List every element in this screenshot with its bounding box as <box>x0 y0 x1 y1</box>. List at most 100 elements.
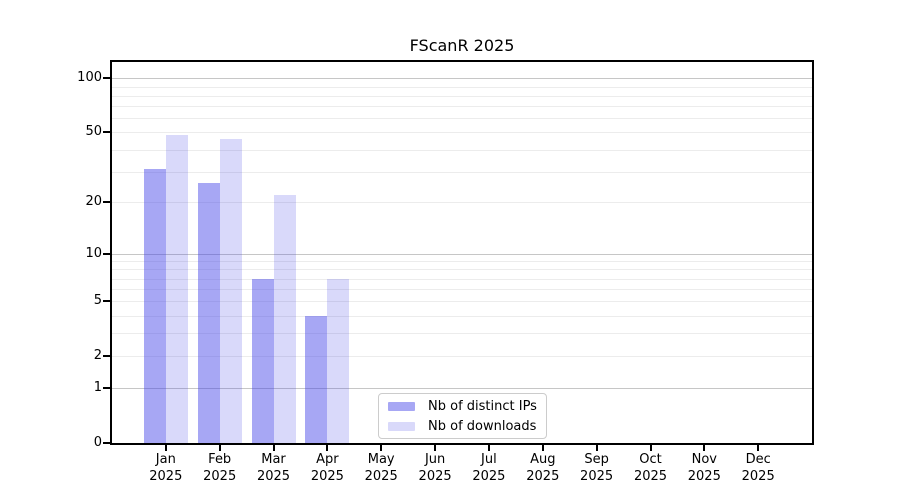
bar-mar-nb-of-downloads <box>273 195 296 443</box>
y-tick-0 <box>103 442 110 444</box>
x-tick-label-aug: Aug 2025 <box>511 451 575 485</box>
year-label: 2025 <box>633 469 668 484</box>
minor-gridline-8 <box>112 269 812 271</box>
x-tick-label-may: May 2025 <box>349 451 413 485</box>
bar-feb-nb-of-distinct-ips <box>197 182 220 443</box>
minor-gridline-20 <box>112 202 812 204</box>
bar-jan-nb-of-distinct-ips <box>143 169 166 443</box>
year-label: 2025 <box>526 469 560 484</box>
minor-gridline-3 <box>112 333 812 335</box>
bar-apr-nb-of-downloads <box>327 278 350 443</box>
month-label: Apr <box>316 452 339 467</box>
month-label: Nov <box>691 452 717 467</box>
legend-entry-nb-of-distinct-ips: Nb of distinct IPs <box>388 398 537 414</box>
x-tick-dec <box>757 445 760 451</box>
minor-gridline-5 <box>112 301 812 303</box>
y-tick-label-0: 0 <box>93 435 102 450</box>
year-label: 2025 <box>687 469 721 484</box>
minor-gridline-30 <box>112 171 812 173</box>
x-tick-feb <box>218 445 221 451</box>
month-label: Feb <box>208 452 232 467</box>
year-label: 2025 <box>256 469 291 484</box>
x-tick-may <box>380 445 383 451</box>
month-label: Jun <box>424 452 446 467</box>
x-tick-oct <box>649 445 652 451</box>
month-label: Jul <box>481 452 497 467</box>
year-label: 2025 <box>472 469 506 484</box>
x-tick-jan <box>164 445 167 451</box>
x-tick-label-apr: Apr 2025 <box>295 451 359 485</box>
y-tick-5 <box>103 300 110 303</box>
x-tick-label-mar: Mar 2025 <box>242 451 306 485</box>
legend-swatch-nb-of-distinct-ips <box>388 401 415 411</box>
legend: Nb of distinct IPs Nb of downloads <box>378 393 547 439</box>
minor-gridline-60 <box>112 118 812 120</box>
x-tick-label-feb: Feb 2025 <box>188 451 252 485</box>
y-tick-label-5: 5 <box>93 293 102 309</box>
x-tick-label-jul: Jul 2025 <box>457 451 521 485</box>
year-label: 2025 <box>364 469 398 484</box>
x-tick-apr <box>326 445 329 451</box>
bar-feb-nb-of-downloads <box>219 138 242 443</box>
year-label: 2025 <box>149 469 183 484</box>
month-label: Sep <box>584 452 609 467</box>
bar-apr-nb-of-distinct-ips <box>305 315 328 443</box>
minor-gridline-80 <box>112 95 812 97</box>
x-tick-nov <box>703 445 706 451</box>
legend-label-nb-of-distinct-ips: Nb of distinct IPs <box>428 398 537 414</box>
year-label: 2025 <box>418 469 452 484</box>
x-tick-sep <box>595 445 598 451</box>
x-tick-label-jan: Jan 2025 <box>134 451 198 485</box>
x-tick-jul <box>487 445 490 451</box>
y-tick-10 <box>103 252 110 255</box>
minor-gridline-7 <box>112 278 812 280</box>
plot-area <box>103 60 814 451</box>
minor-gridline-4 <box>112 315 812 317</box>
major-gridline-100 <box>112 78 812 80</box>
major-gridline-10 <box>112 253 812 255</box>
y-tick-label-50: 50 <box>85 124 102 140</box>
y-tick-label-2: 2 <box>93 348 102 364</box>
minor-gridline-70 <box>112 106 812 108</box>
x-tick-aug <box>541 445 544 451</box>
minor-gridline-9 <box>112 261 812 262</box>
y-tick-label-20: 20 <box>85 194 102 210</box>
minor-gridline-50 <box>112 132 812 134</box>
month-label: Dec <box>745 452 771 467</box>
x-tick-label-dec: Dec 2025 <box>726 451 790 485</box>
y-tick-50 <box>103 131 110 134</box>
y-tick-label-100: 100 <box>77 70 102 86</box>
x-tick-label-jun: Jun 2025 <box>403 451 467 485</box>
month-label: May <box>367 452 395 467</box>
month-label: Oct <box>639 452 662 467</box>
month-label: Aug <box>530 452 556 467</box>
legend-label-nb-of-downloads: Nb of downloads <box>428 418 537 434</box>
minor-gridline-2 <box>112 356 812 358</box>
y-tick-20 <box>103 201 110 204</box>
major-gridline-1 <box>112 388 812 390</box>
year-label: 2025 <box>741 469 775 484</box>
month-label: Mar <box>261 452 286 467</box>
year-label: 2025 <box>203 469 237 484</box>
x-tick-jun <box>434 445 437 451</box>
year-label: 2025 <box>580 469 614 484</box>
y-tick-100 <box>103 77 110 80</box>
x-tick-label-nov: Nov 2025 <box>672 451 736 485</box>
y-tick-label-10: 10 <box>85 245 102 261</box>
legend-entry-nb-of-downloads: Nb of downloads <box>388 418 537 434</box>
y-tick-1 <box>103 387 110 390</box>
x-tick-mar <box>272 445 275 451</box>
minor-gridline-6 <box>112 289 812 291</box>
minor-gridline-40 <box>112 149 812 151</box>
year-label: 2025 <box>310 469 344 484</box>
month-label: Jan <box>155 452 176 467</box>
bar-mar-nb-of-distinct-ips <box>251 278 274 443</box>
x-tick-label-oct: Oct 2025 <box>619 451 683 485</box>
x-tick-label-sep: Sep 2025 <box>565 451 629 485</box>
bar-jan-nb-of-downloads <box>165 135 188 443</box>
y-tick-label-1: 1 <box>93 380 102 396</box>
minor-gridline-90 <box>112 86 812 88</box>
y-tick-2 <box>103 355 110 358</box>
chart-title: FScanR 2025 <box>409 36 515 55</box>
